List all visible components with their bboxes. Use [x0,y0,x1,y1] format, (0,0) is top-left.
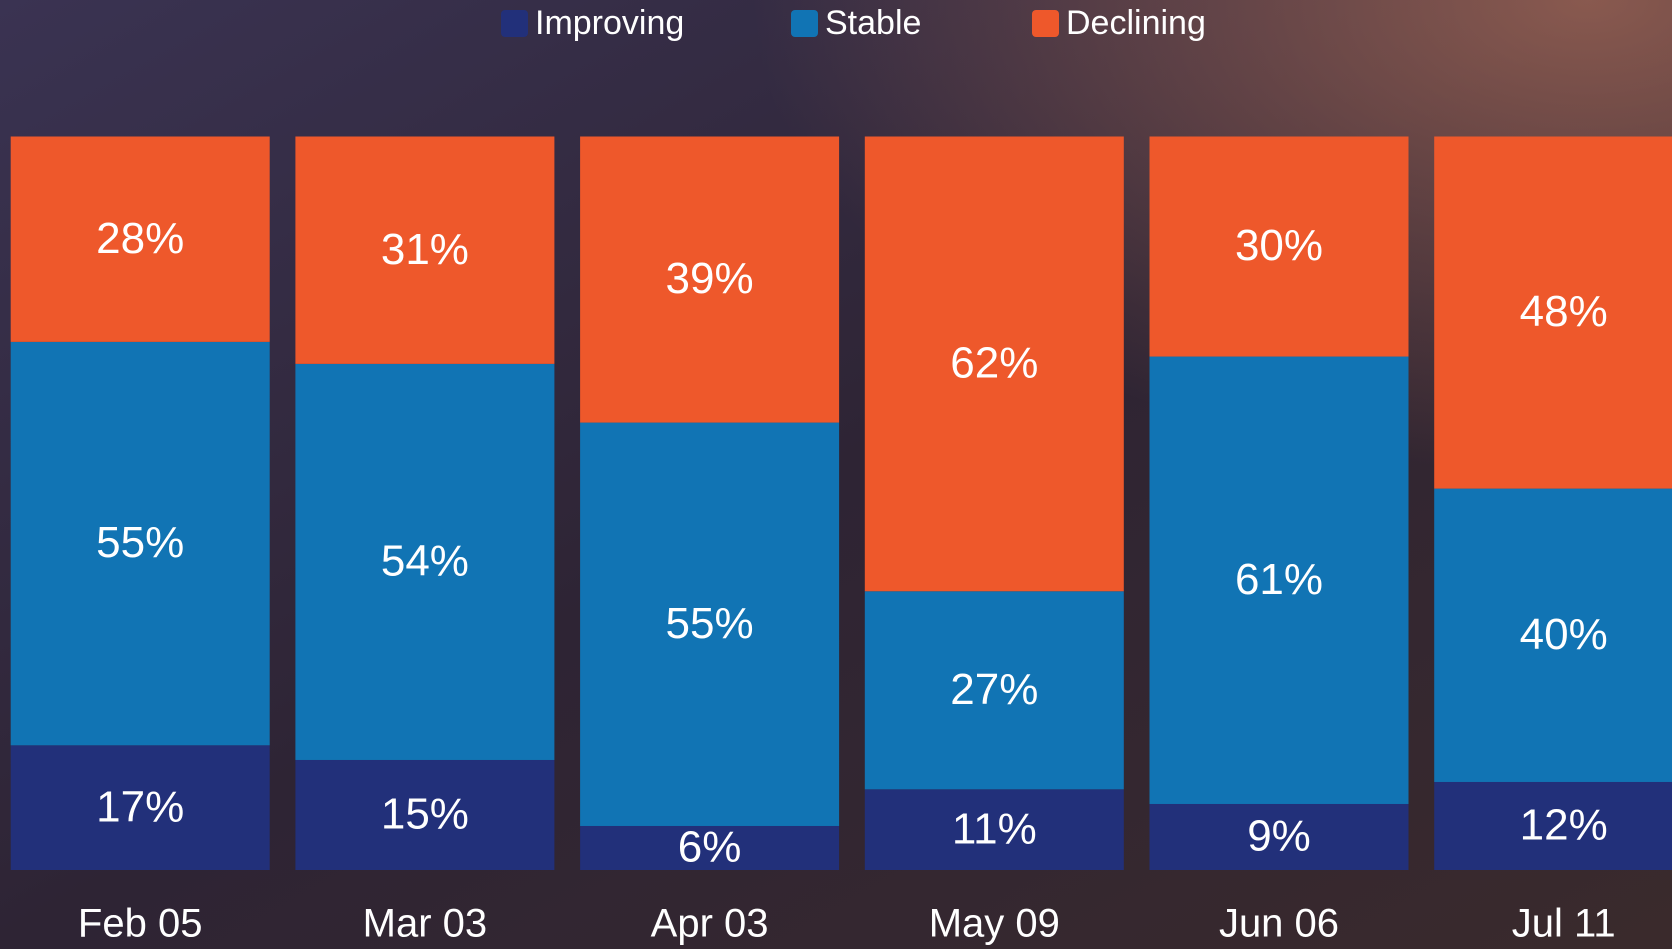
x-tick-label: Apr 03 [651,902,769,946]
value-label: 9% [1247,812,1311,861]
x-tick-label: Mar 03 [363,902,488,946]
legend-swatch [791,10,818,37]
bar-segment [864,136,1124,592]
bar-segment [1149,136,1409,357]
x-tick-label: Jun 06 [1219,902,1339,946]
bar-segment [1434,488,1672,782]
bar-segment [864,591,1124,790]
x-tick-label: Feb 05 [78,902,203,946]
legend-label: Improving [535,4,684,42]
value-label: 11% [952,804,1037,853]
bar-segment [295,759,555,870]
value-label: 6% [678,823,742,872]
value-label: 17% [96,782,184,831]
bar-segment [580,422,840,826]
bar-segment [1149,356,1409,804]
value-label: 61% [1235,555,1323,604]
bar-segment [295,136,555,364]
bar-segment [10,136,270,342]
bar-segment [580,825,840,870]
value-label: 48% [1520,287,1608,336]
x-tick-label: May 09 [929,902,1060,946]
legend-swatch [501,10,528,37]
bar-segment [580,136,840,423]
bar-segment [295,363,555,760]
value-label: 12% [1520,801,1608,850]
value-label: 39% [666,254,754,303]
bar-segment [864,789,1124,870]
x-tick-label: Jul 11 [1512,902,1616,946]
value-label: 15% [381,790,469,839]
legend-label: Stable [825,4,921,42]
value-label: 28% [96,214,184,263]
value-label: 31% [381,225,469,274]
value-label: 40% [1520,610,1608,659]
value-label: 55% [96,518,184,567]
value-label: 30% [1235,221,1323,270]
bar-segment [1434,781,1672,870]
value-label: 54% [381,537,469,586]
value-label: 55% [666,599,754,648]
value-label: 27% [950,665,1038,714]
bar-segment [1149,803,1409,870]
value-label: 62% [950,339,1038,388]
bar-segment [10,341,270,746]
bar-segment [1434,136,1672,489]
legend-swatch [1032,10,1059,37]
bar-segment [10,745,270,870]
legend-label: Declining [1066,4,1206,42]
